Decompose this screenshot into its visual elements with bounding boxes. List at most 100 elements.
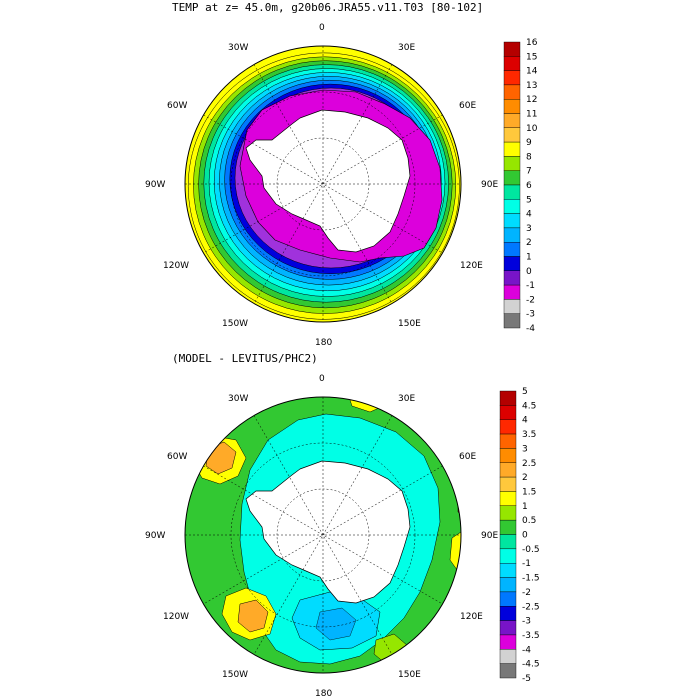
top-colorbar-label-11: 5: [526, 195, 532, 205]
bottom-colorbar-swatch-15: [499, 606, 517, 621]
top-colorbar-label-20: -4: [526, 324, 535, 334]
bottom-longitude-labels: 0 30E 60E 90E 120E 150E 180 150W 120W 90…: [145, 374, 498, 699]
bottom-colorbar-swatch-2: [499, 419, 517, 435]
bottom-map: (MODEL - LEVITUS/PHC2): [145, 352, 540, 699]
top-lon-120e: 120E: [460, 261, 483, 271]
bottom-lon-180: 180: [315, 689, 332, 699]
bottom-colorbar-swatch-10: [499, 534, 517, 550]
top-colorbar-swatch-2: [503, 70, 521, 86]
top-colorbar-label-18: -2: [526, 295, 535, 305]
bottom-colorbar-label-18: -4: [522, 645, 531, 655]
bottom-colorbar-swatch-8: [499, 505, 517, 521]
top-colorbar-swatch-10: [503, 184, 521, 200]
bottom-colorbar-swatch-14: [499, 591, 517, 607]
bottom-colorbar-label-4: 3: [522, 444, 528, 454]
top-map-boundary: [184, 45, 462, 323]
bottom-colorbar-swatch-12: [499, 563, 517, 578]
top-colorbar-label-6: 10: [526, 124, 538, 134]
top-colorbar-label-0: 16: [526, 38, 538, 48]
bottom-map-boundary: [184, 396, 462, 674]
bottom-lon-90e: 90E: [481, 531, 498, 541]
bottom-colorbar-label-19: -4.5: [522, 660, 540, 670]
bottom-colorbar-label-7: 1.5: [522, 487, 536, 497]
top-colorbar-swatch-16: [503, 270, 521, 286]
bottom-colorbar-label-2: 4: [522, 416, 528, 426]
bottom-colorbar-label-16: -3: [522, 617, 531, 627]
top-colorbar-swatch-3: [503, 84, 521, 100]
top-lon-150e: 150E: [398, 319, 421, 329]
top-lon-30e: 30E: [398, 43, 415, 53]
top-colorbar-swatch-15: [503, 256, 521, 272]
bottom-colorbar-label-15: -2.5: [522, 602, 540, 612]
bottom-colorbar-swatch-3: [499, 433, 517, 449]
bottom-lon-150e: 150E: [398, 670, 421, 680]
bottom-colorbar-label-10: 0: [522, 531, 528, 541]
top-colorbar-swatch-18: [503, 299, 521, 314]
top-colorbar-swatch-5: [503, 113, 521, 129]
bottom-colorbar-swatch-1: [499, 405, 517, 420]
top-colorbar-label-13: 3: [526, 224, 532, 234]
bottom-colorbar-label-5: 2.5: [522, 459, 536, 469]
top-lon-180: 180: [315, 338, 332, 348]
bottom-colorbar-swatch-5: [499, 462, 517, 478]
bottom-colorbar-swatch-11: [499, 548, 517, 564]
top-map-title: TEMP at z= 45.0m, g20b06.JRA55.v11.T03 […: [172, 1, 483, 14]
bottom-colorbar-label-12: -1: [522, 559, 531, 569]
top-colorbar-label-3: 13: [526, 81, 537, 91]
top-colorbar-swatch-14: [503, 241, 521, 257]
top-colorbar-label-7: 9: [526, 138, 532, 148]
top-colorbar-label-10: 6: [526, 181, 532, 191]
bottom-colorbar-label-20: -5: [522, 674, 531, 684]
bottom-colorbar-swatch-16: [499, 620, 517, 636]
top-colorbar-swatch-19: [503, 313, 521, 329]
top-colorbar-label-8: 8: [526, 152, 532, 162]
bottom-colorbar-label-17: -3.5: [522, 631, 540, 641]
top-lon-60e: 60E: [459, 101, 476, 111]
top-colorbar-swatch-8: [503, 156, 521, 171]
top-longitude-labels: 0 30E 60E 90E 120E 150E 180 150W 120W 90…: [145, 23, 498, 348]
bottom-colorbar-swatch-19: [499, 663, 517, 679]
bottom-lon-120w: 120W: [163, 612, 189, 622]
top-colorbar-swatch-4: [503, 98, 521, 114]
top-colorbar-swatch-13: [503, 227, 521, 243]
bottom-lon-0: 0: [319, 374, 325, 384]
bottom-lon-90w: 90W: [145, 531, 165, 541]
top-colorbar-label-14: 2: [526, 238, 532, 248]
bottom-colorbar-swatch-7: [499, 491, 517, 507]
bottom-lon-60e: 60E: [459, 452, 476, 462]
top-colorbar-label-9: 7: [526, 167, 532, 177]
top-graticule: [185, 46, 461, 322]
bottom-colorbar-swatch-13: [499, 577, 517, 593]
top-colorbar-label-16: 0: [526, 267, 532, 277]
top-colorbar-label-15: 1: [526, 253, 532, 263]
bottom-graticule: [185, 397, 461, 673]
bottom-lon-30e: 30E: [398, 394, 415, 404]
top-colorbar-swatch-9: [503, 170, 521, 186]
bottom-lon-150w: 150W: [222, 670, 248, 680]
top-lon-120w: 120W: [163, 261, 189, 271]
bottom-map-title: (MODEL - LEVITUS/PHC2): [172, 352, 318, 365]
bottom-colorbar-swatch-9: [499, 519, 517, 535]
bottom-field-blue-patch: [315, 607, 357, 641]
top-colorbar-label-12: 4: [526, 210, 532, 220]
top-colorbar-swatch-17: [503, 284, 521, 300]
bottom-colorbar-label-1: 4.5: [522, 401, 536, 411]
bottom-lon-30w: 30W: [228, 394, 248, 404]
bottom-colorbar-label-11: -0.5: [522, 545, 540, 555]
bottom-colorbar-label-6: 2: [522, 473, 528, 483]
bottom-colorbar-label-14: -2: [522, 588, 531, 598]
bottom-anomaly-hot-120w: [237, 599, 269, 633]
bottom-anomaly-hot-60e: [457, 479, 461, 519]
top-lon-150w: 150W: [222, 319, 248, 329]
top-colorbar-swatch-12: [503, 213, 521, 229]
top-colorbar-swatch-7: [503, 141, 521, 157]
bottom-colorbar-swatch-0: [499, 390, 517, 406]
top-colorbar-swatch-6: [503, 127, 521, 143]
top-colorbar-label-5: 11: [526, 110, 537, 120]
bottom-lon-120e: 120E: [460, 612, 483, 622]
bottom-colorbar: 5 4.5 4 3.5 3 2.5 2 1.5 1 0.5 0 -0.5 -1 -1.5 -2 -2.5 -3 -…: [499, 387, 540, 684]
top-colorbar-swatch-0: [503, 41, 521, 57]
bottom-colorbar-swatch-4: [499, 448, 517, 463]
bottom-colorbar-swatch-6: [499, 476, 517, 492]
